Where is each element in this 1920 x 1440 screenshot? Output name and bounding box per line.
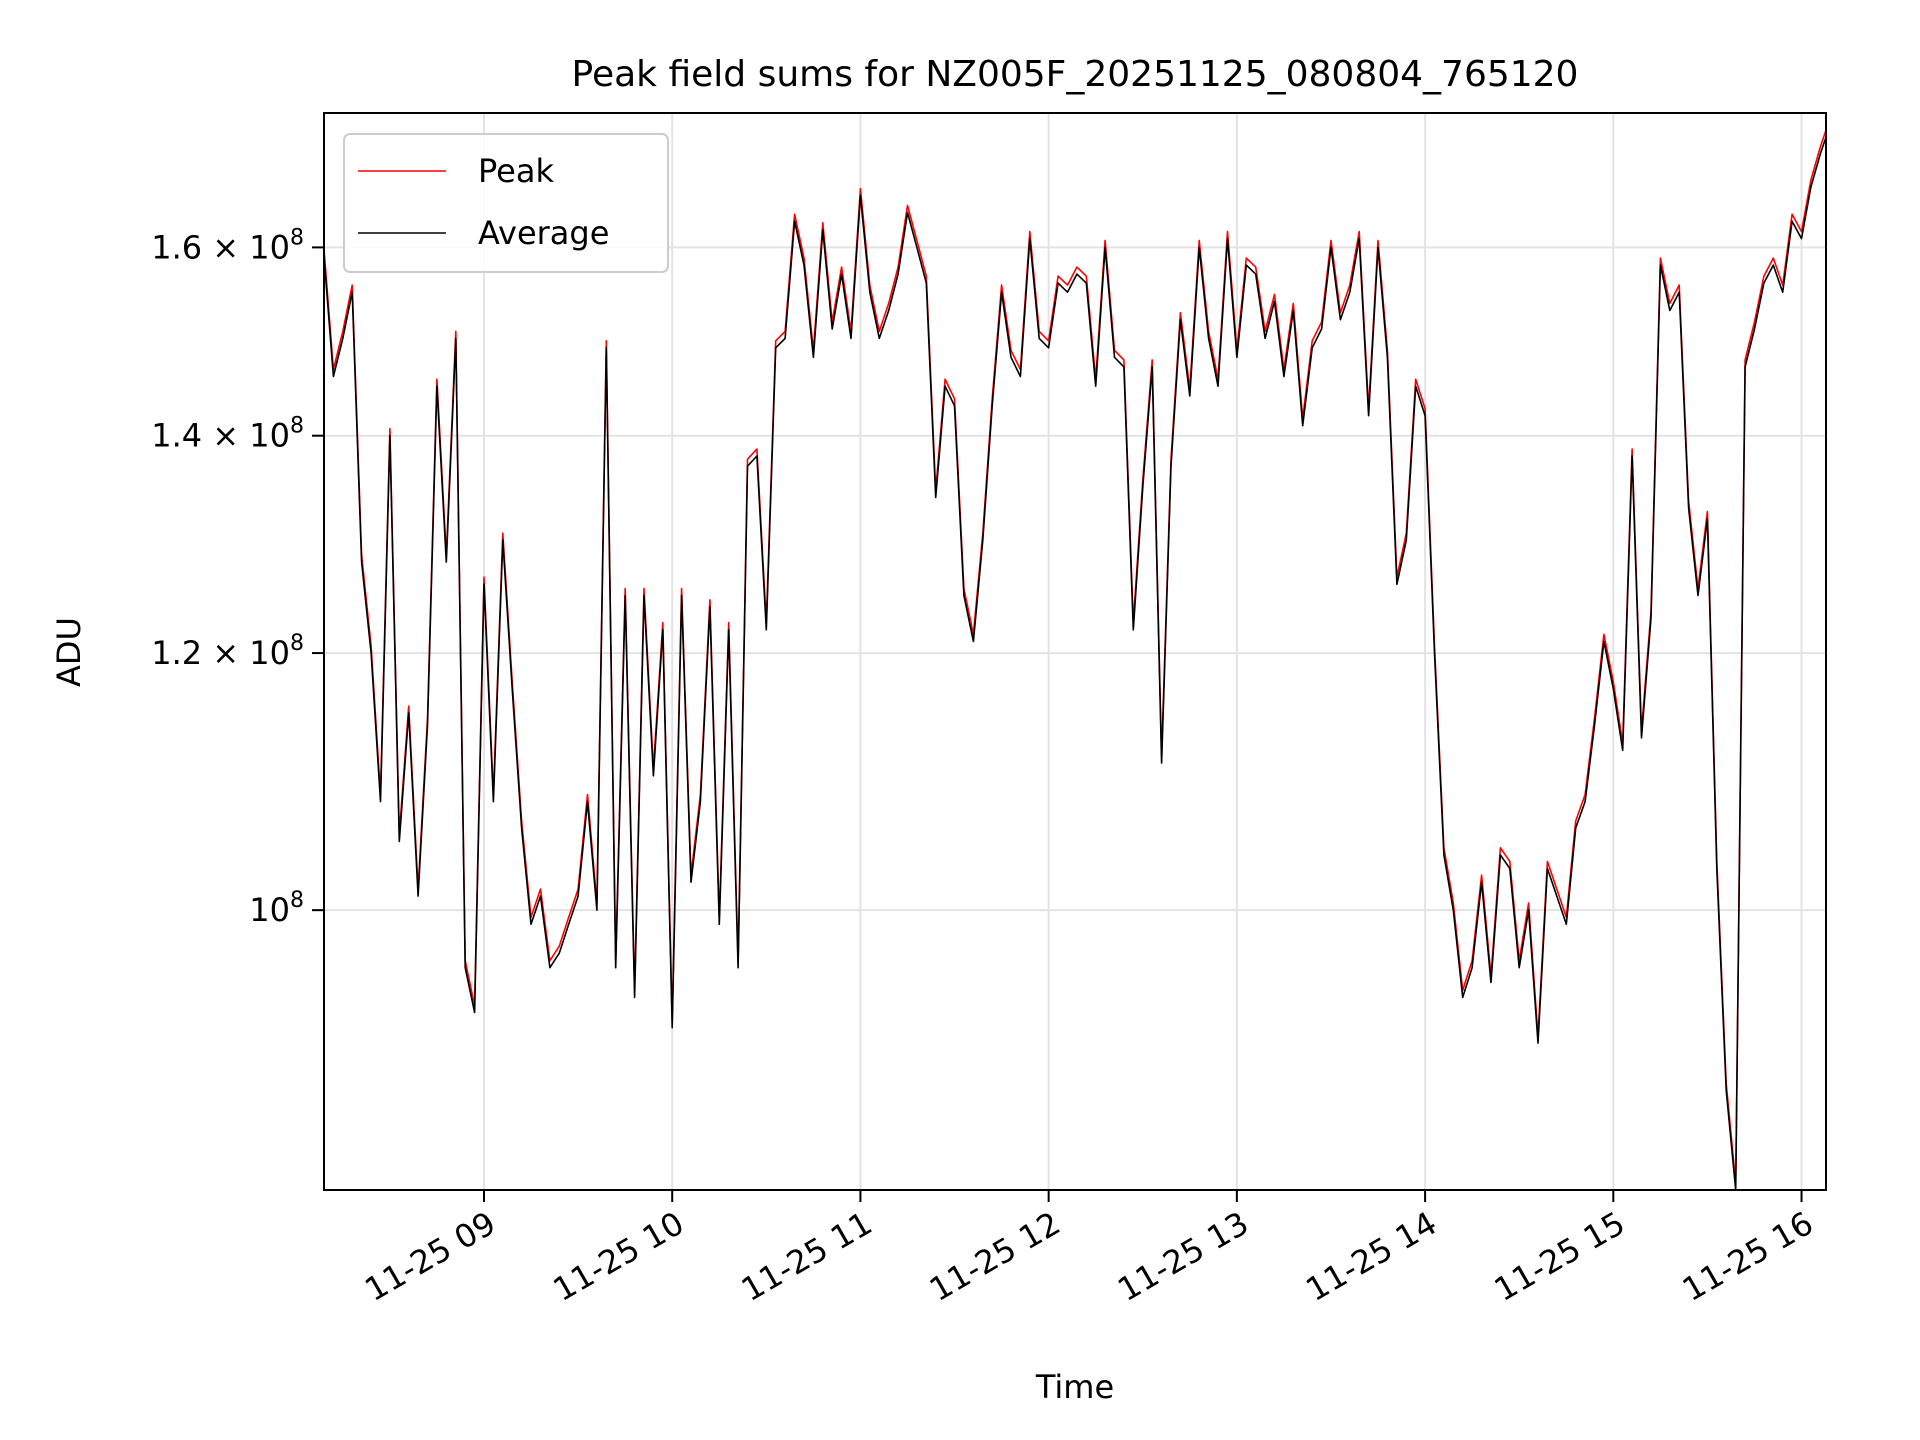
legend-box	[343, 133, 669, 273]
legend: Peak Average	[343, 133, 669, 273]
legend-label-average: Average	[478, 214, 609, 252]
legend-label-peak: Peak	[478, 152, 554, 190]
series-line-peak	[324, 129, 1826, 1184]
y-tick-label: 1.6 × 108	[151, 225, 304, 266]
chart-title: Peak field sums for NZ005F_20251125_0808…	[572, 54, 1579, 95]
y-tick-label: 1.2 × 108	[151, 631, 304, 672]
y-axis-label: ADU	[50, 617, 88, 687]
y-tick-label: 1.4 × 108	[151, 414, 304, 455]
plot-frame	[323, 112, 1827, 1191]
series-line-average	[324, 136, 1826, 1190]
x-axis-label: Time	[1035, 1368, 1114, 1406]
series-layer	[324, 129, 1826, 1190]
